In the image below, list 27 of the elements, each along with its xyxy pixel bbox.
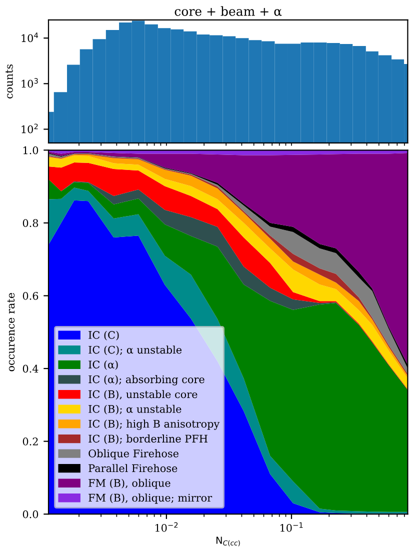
y-tick-label: 0.8 [22, 219, 38, 228]
legend-label: IC (B); α unstable [88, 404, 182, 414]
legend-label: IC (B); high B anisotropy [88, 420, 220, 430]
legend-label: IC (C); α unstable [88, 346, 182, 356]
y-tick-label: 10$^{4}$ [22, 32, 38, 42]
legend-label: FM (B), oblique [88, 478, 170, 489]
x-tick-label: 10$^{−2}$ [155, 522, 178, 532]
x-axis-title: N$_{C(cc)}$ [216, 536, 240, 546]
chart-title: core + beam + α [174, 6, 282, 16]
y-axis-title: counts [6, 64, 13, 98]
legend-label: IC (α) [88, 360, 118, 370]
y-tick-label: 0.4 [22, 364, 38, 373]
y-tick-label: 0.6 [22, 292, 38, 300]
legend-label: IC (C) [88, 330, 119, 340]
y-tick-label: 1.0 [23, 146, 38, 154]
legend-label: IC (α); absorbing core [88, 375, 204, 386]
legend-label: FM (B), oblique; mirror [88, 494, 212, 504]
y-axis-title: occurence rate [7, 292, 15, 372]
x-tick-label: 10$^{−1}$ [280, 522, 303, 532]
y-tick-label: 0.2 [22, 438, 38, 446]
legend-label: Parallel Firehose [88, 464, 178, 472]
y-tick-label: 10$^{2}$ [22, 124, 38, 134]
y-tick-label: 0.0 [22, 510, 38, 518]
legend-label: IC (B), unstable core [88, 390, 198, 400]
legend-label: IC (B); borderline PFH [88, 434, 208, 444]
y-tick-label: 10$^{3}$ [22, 78, 38, 88]
legend-label: Oblique Firehose [88, 449, 178, 460]
